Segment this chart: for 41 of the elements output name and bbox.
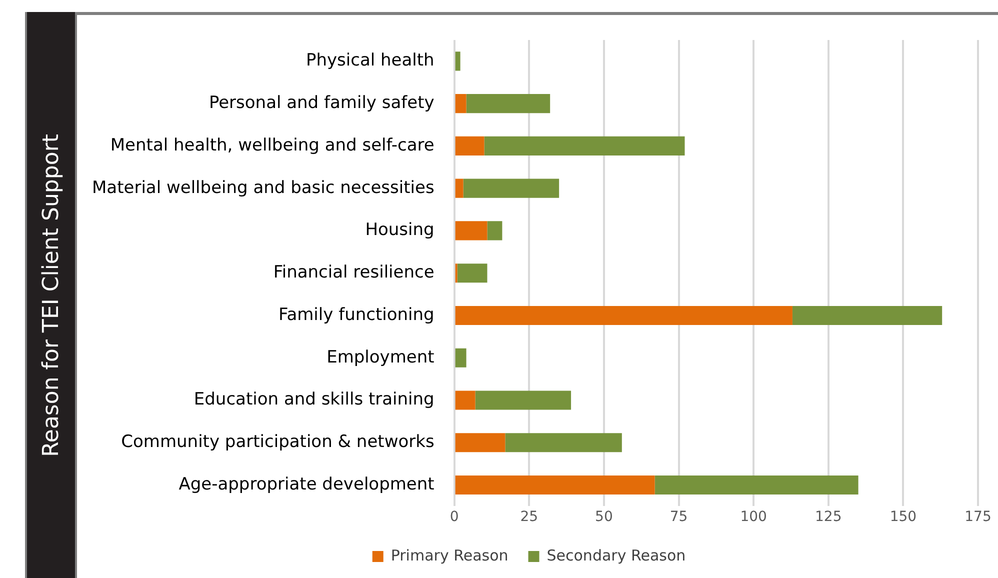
y-tick-label: Employment — [326, 347, 435, 368]
bar — [455, 221, 488, 240]
x-tick-label: 175 — [964, 509, 992, 526]
y-tick-label: Education and skills training — [194, 390, 434, 410]
bar — [455, 390, 476, 410]
y-tick-label: Housing — [365, 220, 434, 240]
bar — [505, 433, 622, 452]
x-tick-label: 50 — [595, 509, 613, 526]
bar — [455, 178, 464, 198]
bar — [455, 136, 484, 156]
x-tick-label: 125 — [815, 509, 842, 526]
legend-label: Primary Reason — [390, 546, 508, 564]
bar — [455, 433, 506, 452]
y-tick-label: Financial resilience — [273, 262, 434, 283]
bar — [654, 475, 858, 495]
bar — [484, 136, 685, 156]
x-tick-label: 75 — [670, 509, 688, 526]
bar — [792, 306, 942, 326]
bar — [457, 264, 488, 283]
legend-label: Secondary Reason — [546, 546, 686, 564]
bar — [455, 94, 466, 114]
y-tick-label: Personal and family safety — [208, 92, 434, 113]
y-tick-label: Family functioning — [278, 304, 434, 325]
bar — [455, 348, 466, 368]
bar — [455, 306, 792, 326]
bar — [475, 390, 572, 410]
y-tick-label: Material wellbeing and basic necessities — [92, 178, 434, 198]
y-axis-title: Reason for TEI Client Support — [38, 134, 64, 456]
y-tick-label: Physical health — [306, 50, 434, 71]
bar — [463, 178, 560, 198]
y-tick-label: Community participation & networks — [121, 432, 434, 452]
x-tick-label: 100 — [740, 509, 767, 526]
bar — [466, 94, 550, 114]
x-tick-label: 150 — [890, 509, 917, 526]
bar — [455, 475, 655, 495]
y-tick-label: Age-appropriate development — [178, 474, 435, 494]
x-tick-label: 0 — [450, 509, 459, 526]
x-tick-label: 25 — [520, 509, 538, 526]
y-tick-label: Mental health, wellbeing and self-care — [110, 135, 434, 156]
bar — [455, 52, 460, 71]
bar — [487, 221, 502, 240]
